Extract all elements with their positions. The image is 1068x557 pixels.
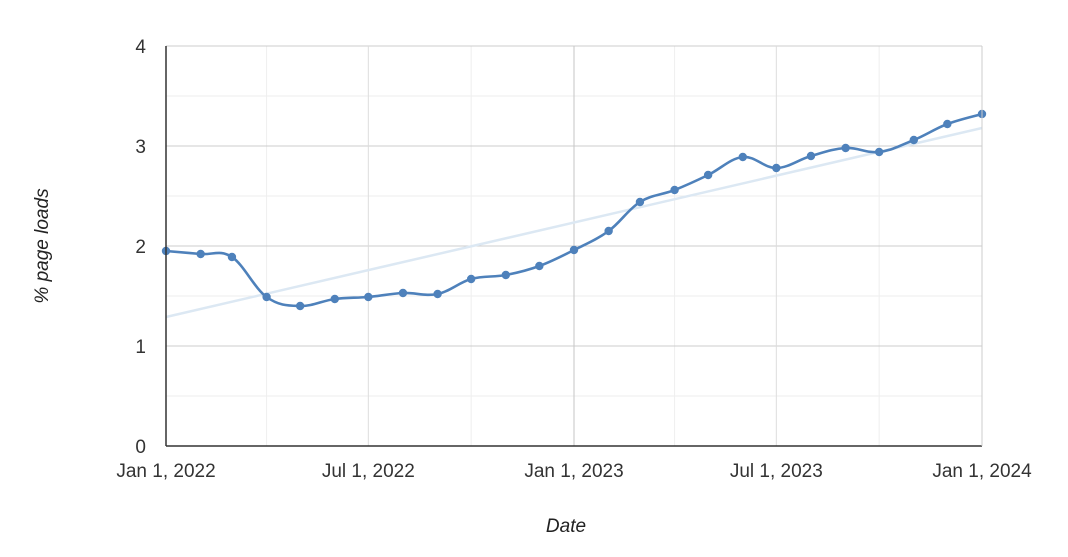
- data-point: [772, 163, 781, 173]
- data-point: [364, 292, 373, 302]
- axis-lines: [165, 46, 983, 447]
- y-axis-title: % page loads: [32, 188, 53, 304]
- data-point: [330, 294, 339, 304]
- data-point: [738, 152, 747, 162]
- data-point: [501, 270, 511, 280]
- trendline: [165, 126, 983, 319]
- trendline-layer: [165, 126, 983, 319]
- data-point: [398, 288, 408, 298]
- data-point: [670, 185, 679, 195]
- data-point: [635, 197, 645, 207]
- data-point: [874, 147, 884, 157]
- data-point: [262, 292, 271, 302]
- x-axis-tick-labels: Jan 1, 2022 Jul 1, 2022 Jan 1, 2023 Jul …: [116, 461, 1032, 482]
- y-axis-tick-labels: 0 1 2 3 4: [135, 37, 146, 458]
- y-tick-label: 0: [135, 437, 146, 458]
- x-axis-title: Date: [546, 516, 586, 537]
- y-tick-label: 4: [135, 37, 146, 58]
- data-point: [466, 274, 476, 284]
- y-tick-label: 1: [135, 337, 146, 358]
- data-point: [604, 226, 613, 236]
- y-tick-label: 2: [135, 237, 146, 258]
- x-tick-label: Jul 1, 2023: [730, 461, 823, 482]
- data-point: [196, 249, 205, 259]
- data-point: [227, 252, 237, 262]
- x-tick-label: Jul 1, 2022: [322, 461, 415, 482]
- data-point: [433, 289, 442, 299]
- data-point: [569, 245, 579, 255]
- data-point: [295, 301, 305, 311]
- x-tick-label: Jan 1, 2022: [116, 461, 215, 482]
- data-point: [703, 170, 713, 180]
- data-point: [535, 261, 544, 271]
- data-point: [841, 143, 850, 153]
- x-tick-label: Jan 1, 2024: [932, 461, 1032, 482]
- x-tick-label: Jan 1, 2023: [524, 461, 623, 482]
- y-tick-label: 3: [135, 137, 146, 158]
- data-point: [806, 151, 816, 161]
- data-point: [943, 119, 952, 129]
- data-point: [909, 135, 919, 145]
